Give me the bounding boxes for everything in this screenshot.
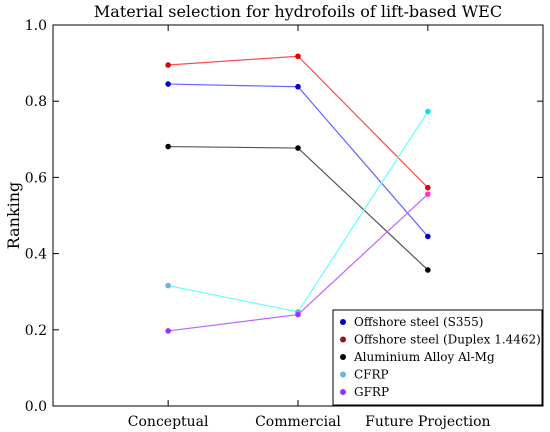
y-tick-label: 0.4 xyxy=(25,247,47,263)
data-point xyxy=(165,81,171,87)
y-tick-label: 0.6 xyxy=(25,170,47,186)
legend-label: Aluminium Alloy Al-Mg xyxy=(353,350,495,364)
data-point xyxy=(165,143,171,150)
data-point xyxy=(425,233,431,240)
legend-box xyxy=(332,309,543,406)
legend-marker xyxy=(340,319,346,325)
data-point xyxy=(295,83,301,90)
axes-layer: 0.0 0.2 0.4 0.6 0.8 1.0 Conceptual Commercial Fu… xyxy=(25,18,543,430)
x-tick-label: Commercial xyxy=(255,414,341,430)
data-point xyxy=(425,108,431,115)
data-point xyxy=(295,145,301,151)
plot-layer xyxy=(165,53,431,334)
data-point xyxy=(295,53,301,60)
data-point xyxy=(295,311,301,318)
legend-marker xyxy=(340,371,346,378)
legend: Offshore steel (S355) Offshore steel (Dup… xyxy=(332,309,543,406)
y-tick-label: 1.0 xyxy=(25,18,47,34)
data-point xyxy=(165,282,171,289)
y-tick-label: 0.2 xyxy=(25,323,47,339)
y-axis-label: Ranking xyxy=(4,182,23,250)
y-tick-label: 0.8 xyxy=(25,94,47,110)
data-point xyxy=(165,328,171,334)
legend-label: GFRP xyxy=(354,385,389,399)
data-point xyxy=(165,62,171,68)
legend-label: Offshore steel (S355) xyxy=(354,315,483,329)
legend-label: CFRP xyxy=(354,368,389,382)
legend-label: Offshore steel (Duplex 1.4462) xyxy=(354,333,541,347)
data-point xyxy=(425,191,431,197)
y-tick-label: 0.0 xyxy=(25,399,47,415)
x-tick-label: Conceptual xyxy=(128,414,209,430)
legend-marker xyxy=(340,336,346,343)
data-point xyxy=(425,184,431,191)
legend-marker xyxy=(340,354,346,360)
data-point xyxy=(425,267,431,273)
x-tick-label: Future Projection xyxy=(365,414,490,430)
legend-marker xyxy=(340,389,346,395)
chart-title: Material selection for hydrofoils of lif… xyxy=(94,2,502,21)
